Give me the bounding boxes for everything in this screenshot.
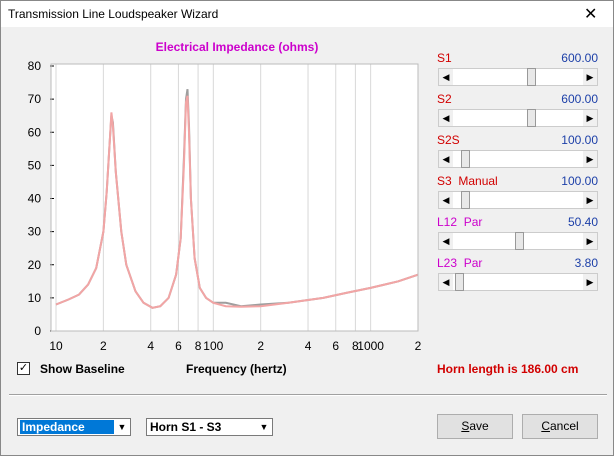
y-tick-label: 40	[28, 192, 42, 206]
y-tick-label: 10	[28, 291, 42, 305]
slider-label: S2	[437, 92, 452, 106]
slider-label: S3 Manual	[437, 174, 498, 188]
x-tick-label: 1000	[357, 339, 384, 353]
button-label: Cancel	[541, 419, 579, 433]
x-tick-label: 6	[332, 339, 339, 353]
slider[interactable]: ◀ ▶	[438, 109, 598, 127]
y-tick-label: 50	[28, 158, 42, 172]
x-axis-label: Frequency (hertz)	[186, 362, 287, 376]
slider-arrow[interactable]: ◀	[439, 233, 453, 249]
impedance-line	[55, 95, 419, 309]
slider-value: 50.40	[567, 215, 598, 229]
slider-label: L12 Par	[437, 215, 483, 229]
x-tick-label: 100	[203, 339, 223, 353]
slider-label: S1	[437, 51, 452, 65]
dropdown[interactable]: Impedance ▼	[17, 418, 131, 436]
chart: Electrical Impedance (ohms) 10 2 4 6 8 100 2 4 6…	[28, 40, 422, 353]
slider[interactable]: ◀ ▶	[438, 232, 598, 250]
slider-value: 600.00	[561, 92, 598, 106]
y-tick-label: 60	[28, 125, 42, 139]
dropdown-value: Impedance	[20, 420, 114, 434]
slider[interactable]: ◀ ▶	[438, 191, 598, 209]
slider-value: 100.00	[561, 133, 598, 147]
x-tick-label: 10	[49, 339, 63, 353]
y-tick-label: 0	[34, 324, 41, 338]
slider-value: 100.00	[561, 174, 598, 188]
x-tick-label: 4	[305, 339, 312, 353]
checkbox[interactable]: ✓	[17, 362, 30, 375]
slider-arrow[interactable]: ▶	[583, 110, 597, 126]
dropdown-value: Horn S1 - S3	[150, 420, 222, 434]
slider-thumb[interactable]	[527, 68, 536, 86]
slider-arrow[interactable]: ◀	[439, 110, 453, 126]
close-button[interactable]: ✕	[584, 6, 598, 23]
horn-length: Horn length is 186.00 cm	[437, 362, 579, 376]
window-title: Transmission Line Loudspeaker Wizard	[8, 7, 219, 21]
slider-label: L23 Par	[437, 256, 483, 270]
slider-thumb[interactable]	[455, 273, 464, 291]
slider-arrow[interactable]: ▶	[583, 192, 597, 208]
slider-arrow[interactable]: ◀	[439, 192, 453, 208]
slider[interactable]: ◀ ▶	[438, 273, 598, 291]
slider-arrow[interactable]: ▶	[583, 69, 597, 85]
separator	[9, 394, 607, 396]
slider-thumb[interactable]	[527, 109, 536, 127]
slider-value: 3.80	[574, 256, 598, 270]
cancel-button[interactable]: Cancel	[522, 414, 598, 439]
slider-arrow[interactable]: ▶	[583, 151, 597, 167]
y-tick-label: 20	[28, 258, 42, 272]
dropdown-arrow: ▼	[259, 422, 269, 432]
slider-arrow[interactable]: ◀	[439, 69, 453, 85]
chart-title: Electrical Impedance (ohms)	[156, 40, 319, 54]
dropdown[interactable]: Horn S1 - S3 ▼	[146, 418, 273, 436]
slider-arrow[interactable]: ▶	[583, 233, 597, 249]
slider-label: S2S	[437, 133, 460, 147]
x-tick-label: 4	[147, 339, 154, 353]
y-tick-label: 30	[28, 225, 42, 239]
slider-thumb[interactable]	[461, 191, 470, 209]
y-tick-label: 80	[28, 59, 42, 73]
x-tick-label: 2	[415, 339, 422, 353]
x-tick-label: 2	[100, 339, 107, 353]
slider-value: 600.00	[561, 51, 598, 65]
plot-border	[50, 63, 419, 332]
button-label: Save	[461, 419, 489, 433]
title-bar: Transmission Line Loudspeaker Wizard ✕	[1, 1, 613, 27]
dropdown-arrow: ▼	[117, 422, 127, 432]
x-tick-label: 6	[175, 339, 182, 353]
x-tick-label: 8	[352, 339, 359, 353]
slider-thumb[interactable]	[515, 232, 524, 250]
slider-arrow[interactable]: ◀	[439, 274, 453, 290]
slider-arrow[interactable]: ◀	[439, 151, 453, 167]
plot-area	[51, 64, 418, 331]
slider-thumb[interactable]	[461, 150, 470, 168]
x-tick-label: 2	[257, 339, 264, 353]
x-tick-label: 8	[195, 339, 202, 353]
slider-arrow[interactable]: ▶	[583, 274, 597, 290]
y-tick-label: 70	[28, 92, 42, 106]
checkbox-label[interactable]: Show Baseline	[40, 362, 125, 376]
save-button[interactable]: Save	[437, 414, 513, 439]
slider[interactable]: ◀ ▶	[438, 68, 598, 86]
slider[interactable]: ◀ ▶	[438, 150, 598, 168]
